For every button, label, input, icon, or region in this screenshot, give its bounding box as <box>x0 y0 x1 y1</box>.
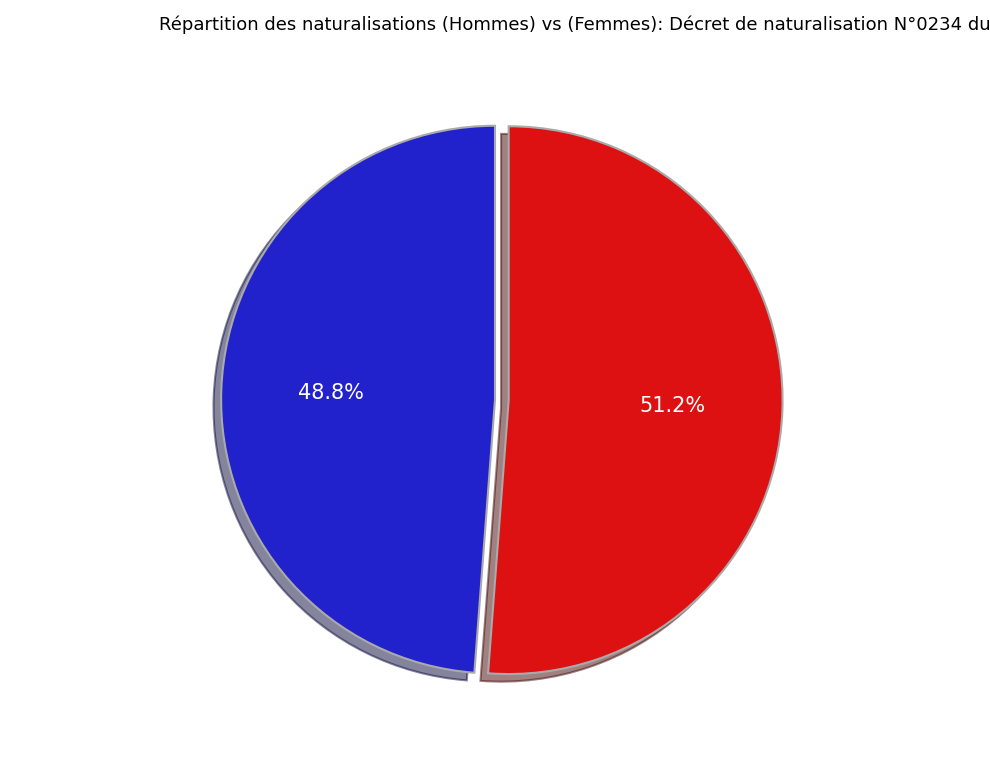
Text: 48.8%: 48.8% <box>298 384 363 403</box>
Wedge shape <box>221 126 495 673</box>
Text: 51.2%: 51.2% <box>640 397 706 416</box>
Wedge shape <box>488 126 782 674</box>
Text: Femmes: Femmes <box>0 756 1 757</box>
Text: Hommes: Hommes <box>0 756 1 757</box>
Text: Répartition des naturalisations (Hommes) vs (Femmes): Décret de naturalisation N: Répartition des naturalisations (Hommes)… <box>159 15 990 33</box>
